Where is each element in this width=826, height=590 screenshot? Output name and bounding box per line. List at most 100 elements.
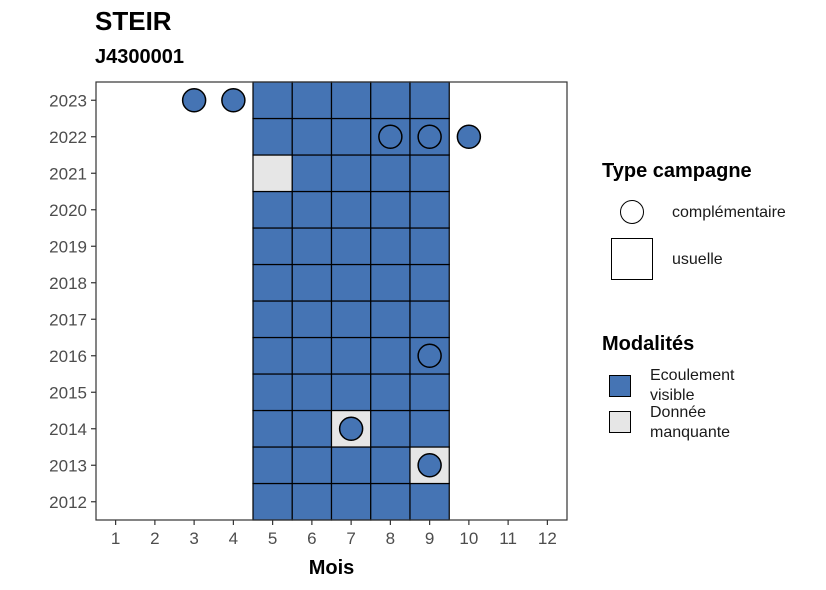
legend-swatch-manquante [609, 411, 631, 433]
x-tick-label: 8 [386, 529, 395, 548]
heatmap-cell [330, 227, 372, 266]
legend-type-title: Type campagne [602, 160, 752, 182]
heatmap-cell [330, 446, 372, 485]
heatmap-cell [291, 336, 333, 375]
heatmap-cell [330, 336, 372, 375]
heatmap-cell [252, 336, 293, 375]
heatmap-cell [252, 482, 293, 521]
y-tick-label: 2012 [49, 493, 87, 512]
heatmap-cell [370, 446, 411, 485]
heatmap-cell [370, 154, 411, 193]
heatmap-cell [409, 263, 450, 302]
heatmap-cell [370, 190, 411, 229]
x-tick-label: 5 [268, 529, 277, 548]
y-tick-label: 2023 [49, 91, 87, 110]
heatmap-cell [409, 482, 450, 521]
chart-subtitle: J4300001 [95, 46, 184, 68]
data-point [378, 124, 403, 149]
x-tick-label: 7 [346, 529, 355, 548]
data-point [338, 416, 364, 441]
heatmap-cell [409, 373, 450, 412]
data-point [417, 343, 442, 368]
x-tick-label: 1 [111, 529, 120, 548]
legend-modalites-title: Modalités [602, 333, 695, 355]
chart-title: STEIR [95, 6, 172, 36]
heatmap-cell [330, 190, 372, 229]
data-point [417, 453, 442, 478]
heatmap-cell [252, 263, 293, 302]
x-axis-label: Mois [309, 557, 355, 579]
x-tick-label: 11 [499, 529, 517, 548]
heatmap-cell [291, 373, 333, 412]
heatmap-cell [409, 409, 450, 448]
heatmap-cell [370, 227, 411, 266]
heatmap-cell [330, 263, 372, 302]
heatmap-cell [409, 154, 450, 193]
legend-item-manquante: Donnée manquante [650, 404, 731, 441]
legend-item-usuelle: usuelle [672, 251, 723, 268]
heatmap-cell [409, 81, 450, 120]
heatmap-cell [252, 81, 293, 120]
x-tick-label: 2 [150, 529, 159, 548]
y-tick-label: 2016 [49, 347, 87, 366]
legend-item-ecoulement: Ecoulement visible [650, 367, 735, 404]
heatmap-cell [252, 227, 293, 266]
y-tick-label: 2015 [49, 383, 87, 402]
heatmap-cell [252, 409, 293, 448]
heatmap-cell [370, 81, 411, 120]
heatmap-cell [291, 446, 333, 485]
heatmap-cell [409, 300, 450, 339]
legend-square-symbol [611, 238, 653, 280]
heatmap-cell [291, 482, 333, 521]
heatmap-cell [409, 190, 450, 229]
legend-circle-symbol [620, 200, 644, 224]
y-tick-label: 2019 [49, 237, 87, 256]
heatmap-cell [291, 154, 333, 193]
heatmap-cell [370, 373, 411, 412]
legend-swatch-ecoulement [609, 375, 631, 397]
heatmap-cell [370, 482, 411, 521]
data-point [181, 88, 207, 113]
x-tick-label: 6 [307, 529, 316, 548]
heatmap-cell [291, 81, 333, 120]
heatmap-cell [409, 227, 450, 266]
heatmap-cell [252, 154, 293, 193]
y-tick-label: 2021 [49, 164, 87, 183]
x-tick-label: 9 [425, 529, 434, 548]
heatmap-cell [330, 300, 372, 339]
x-tick-label: 12 [538, 529, 557, 548]
heatmap-cell [330, 373, 372, 412]
data-point [456, 124, 482, 149]
plot-border [95, 81, 568, 521]
heatmap-cell [330, 154, 372, 193]
heatmap-cell [291, 300, 333, 339]
y-tick-label: 2020 [49, 201, 87, 220]
heatmap-cell [291, 409, 333, 448]
heatmap-cell [330, 117, 372, 156]
heatmap-cell [370, 409, 411, 448]
heatmap-cell [370, 263, 411, 302]
x-tick-label: 4 [229, 529, 238, 548]
heatmap-cell [252, 373, 293, 412]
heatmap-cell [291, 117, 333, 156]
y-tick-label: 2013 [49, 456, 87, 475]
y-tick-label: 2022 [49, 128, 87, 147]
x-tick-label: 10 [459, 529, 478, 548]
legend-item-complementaire: complémentaire [672, 204, 786, 221]
heatmap-cell [291, 190, 333, 229]
heatmap-cell [252, 300, 293, 339]
heatmap-cell [291, 263, 333, 302]
data-point [417, 124, 442, 149]
heatmap-cell [252, 117, 293, 156]
heatmap-cell [252, 190, 293, 229]
heatmap-cell [330, 482, 372, 521]
data-point [221, 88, 246, 113]
heatmap-cell [291, 227, 333, 266]
x-tick-label: 3 [189, 529, 198, 548]
y-tick-label: 2017 [49, 310, 87, 329]
y-tick-label: 2018 [49, 274, 87, 293]
heatmap-cell [330, 81, 372, 120]
heatmap-cell [370, 336, 411, 375]
heatmap-cell [252, 446, 293, 485]
